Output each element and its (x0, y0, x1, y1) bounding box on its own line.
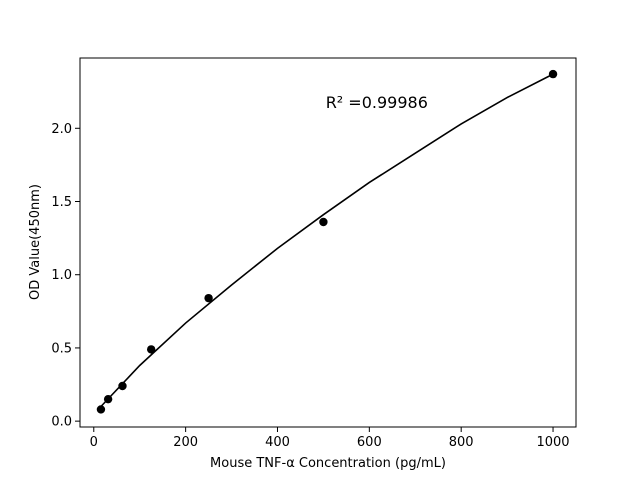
x-tick-label: 800 (449, 435, 474, 450)
axis-ticks: 0 200 400 600 800 1000 0.0 0.5 1.0 1.5 2.0 (51, 122, 569, 450)
y-tick-label: 2.0 (51, 122, 72, 137)
y-tick-label: 0.0 (51, 415, 72, 430)
data-point (103, 394, 113, 404)
data-point (548, 69, 558, 79)
data-point (118, 381, 127, 391)
y-tick-label: 1.5 (51, 195, 72, 210)
fit-curve (100, 73, 554, 408)
x-tick-label: 400 (265, 435, 290, 450)
x-tick-label: 600 (357, 435, 382, 450)
data-point (204, 293, 213, 303)
x-tick-label: 200 (173, 435, 198, 450)
y-axis-label: OD Value(450nm) (28, 184, 43, 300)
data-point (146, 345, 156, 354)
plot-area: R² =0.99986 (96, 69, 558, 414)
data-point (96, 405, 106, 414)
y-tick-label: 0.5 (51, 341, 72, 356)
x-tick-label: 1000 (536, 435, 569, 450)
plot-frame (79, 57, 577, 428)
r-squared-annotation: R² =0.99986 (326, 93, 428, 112)
data-point (319, 217, 328, 227)
x-axis-label: Mouse TNF-α Concentration (pg/mL) (210, 456, 446, 471)
x-tick-label: 0 (90, 435, 98, 450)
y-tick-label: 1.0 (51, 268, 72, 283)
